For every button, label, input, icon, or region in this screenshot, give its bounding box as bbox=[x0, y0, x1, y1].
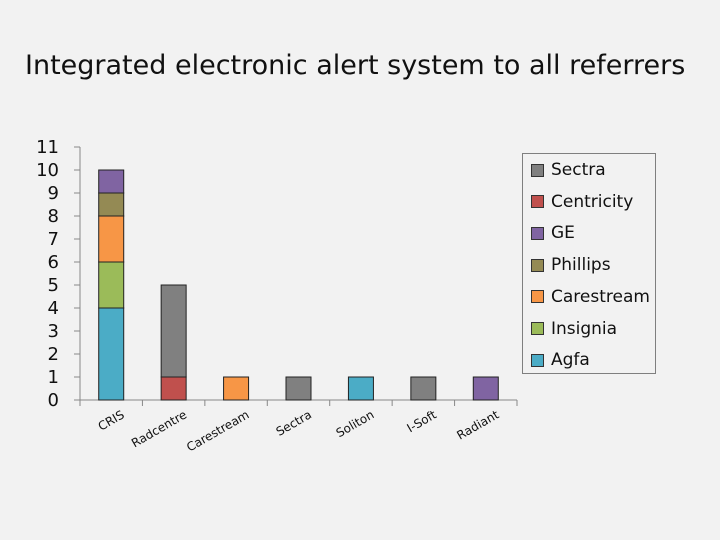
legend-swatch bbox=[531, 195, 544, 209]
legend-label: Insignia bbox=[551, 318, 618, 339]
legend-label: GE bbox=[551, 223, 575, 244]
legend-swatch bbox=[531, 353, 544, 367]
bar-segment-sectra-sectra bbox=[285, 376, 312, 401]
y-tick-label: 11 bbox=[36, 137, 59, 158]
legend-item-carestream: Carestream bbox=[531, 287, 650, 307]
y-tick-label: 1 bbox=[48, 367, 59, 388]
y-tick-label: 9 bbox=[48, 183, 59, 204]
bar-segment-carestream-carestream bbox=[223, 376, 250, 401]
bar-segment-agfa-soliton bbox=[347, 376, 374, 401]
x-tick-label: Carestream bbox=[184, 407, 251, 454]
y-tick-label: 7 bbox=[48, 229, 59, 250]
bar-segment-phillips-cris bbox=[98, 192, 125, 217]
axes bbox=[74, 146, 518, 406]
legend-swatch bbox=[531, 290, 544, 304]
bar-segment-sectra-i-soft bbox=[410, 376, 437, 401]
legend-item-insignia: Insignia bbox=[531, 319, 617, 339]
y-tick-label: 5 bbox=[48, 275, 59, 296]
bar-segment-sectra-radcentre bbox=[160, 284, 187, 378]
y-tick-label: 6 bbox=[48, 252, 59, 273]
bar-segment-ge-cris bbox=[98, 169, 125, 194]
x-tick-label: Soliton bbox=[334, 407, 377, 440]
legend-swatch bbox=[531, 163, 544, 177]
x-tick-label: Sectra bbox=[274, 407, 314, 438]
legend: Sectra Centricity GE Phillips Carestream Insi… bbox=[522, 153, 656, 374]
legend-label: Sectra bbox=[551, 160, 606, 180]
x-tick-label: Radiant bbox=[454, 407, 501, 442]
legend-label: Agfa bbox=[551, 350, 590, 371]
legend-item-agfa: Agfa bbox=[531, 350, 590, 370]
y-tick-label: 3 bbox=[48, 321, 59, 342]
chart-title: Integrated electronic alert system to al… bbox=[25, 50, 686, 81]
legend-item-centricity: Centricity bbox=[531, 192, 633, 212]
x-tick-label: Radcentre bbox=[129, 407, 189, 450]
bars bbox=[98, 169, 499, 401]
x-tick-label: CRIS bbox=[96, 407, 127, 433]
legend-label: Centricity bbox=[551, 191, 634, 212]
y-tick-label: 8 bbox=[48, 206, 59, 227]
legend-label: Carestream bbox=[551, 286, 650, 307]
bar-segment-centricity-radcentre bbox=[160, 376, 187, 401]
legend-swatch bbox=[531, 226, 544, 240]
y-tick-label: 0 bbox=[48, 390, 59, 411]
bar-segment-ge-radiant bbox=[472, 376, 499, 401]
legend-swatch bbox=[531, 258, 544, 272]
bar-segment-carestream-cris bbox=[98, 215, 125, 263]
legend-item-ge: GE bbox=[531, 223, 575, 243]
legend-item-phillips: Phillips bbox=[531, 255, 611, 275]
legend-label: Phillips bbox=[551, 255, 611, 276]
bar-segment-insignia-cris bbox=[98, 261, 125, 309]
y-tick-label: 2 bbox=[48, 344, 59, 365]
bar-segment-agfa-cris bbox=[98, 307, 125, 401]
x-tick-label: I-Soft bbox=[405, 407, 440, 435]
legend-swatch bbox=[531, 322, 544, 335]
y-tick-label: 10 bbox=[36, 160, 59, 181]
y-tick-label: 4 bbox=[48, 298, 59, 319]
legend-item-sectra: Sectra bbox=[531, 160, 606, 180]
